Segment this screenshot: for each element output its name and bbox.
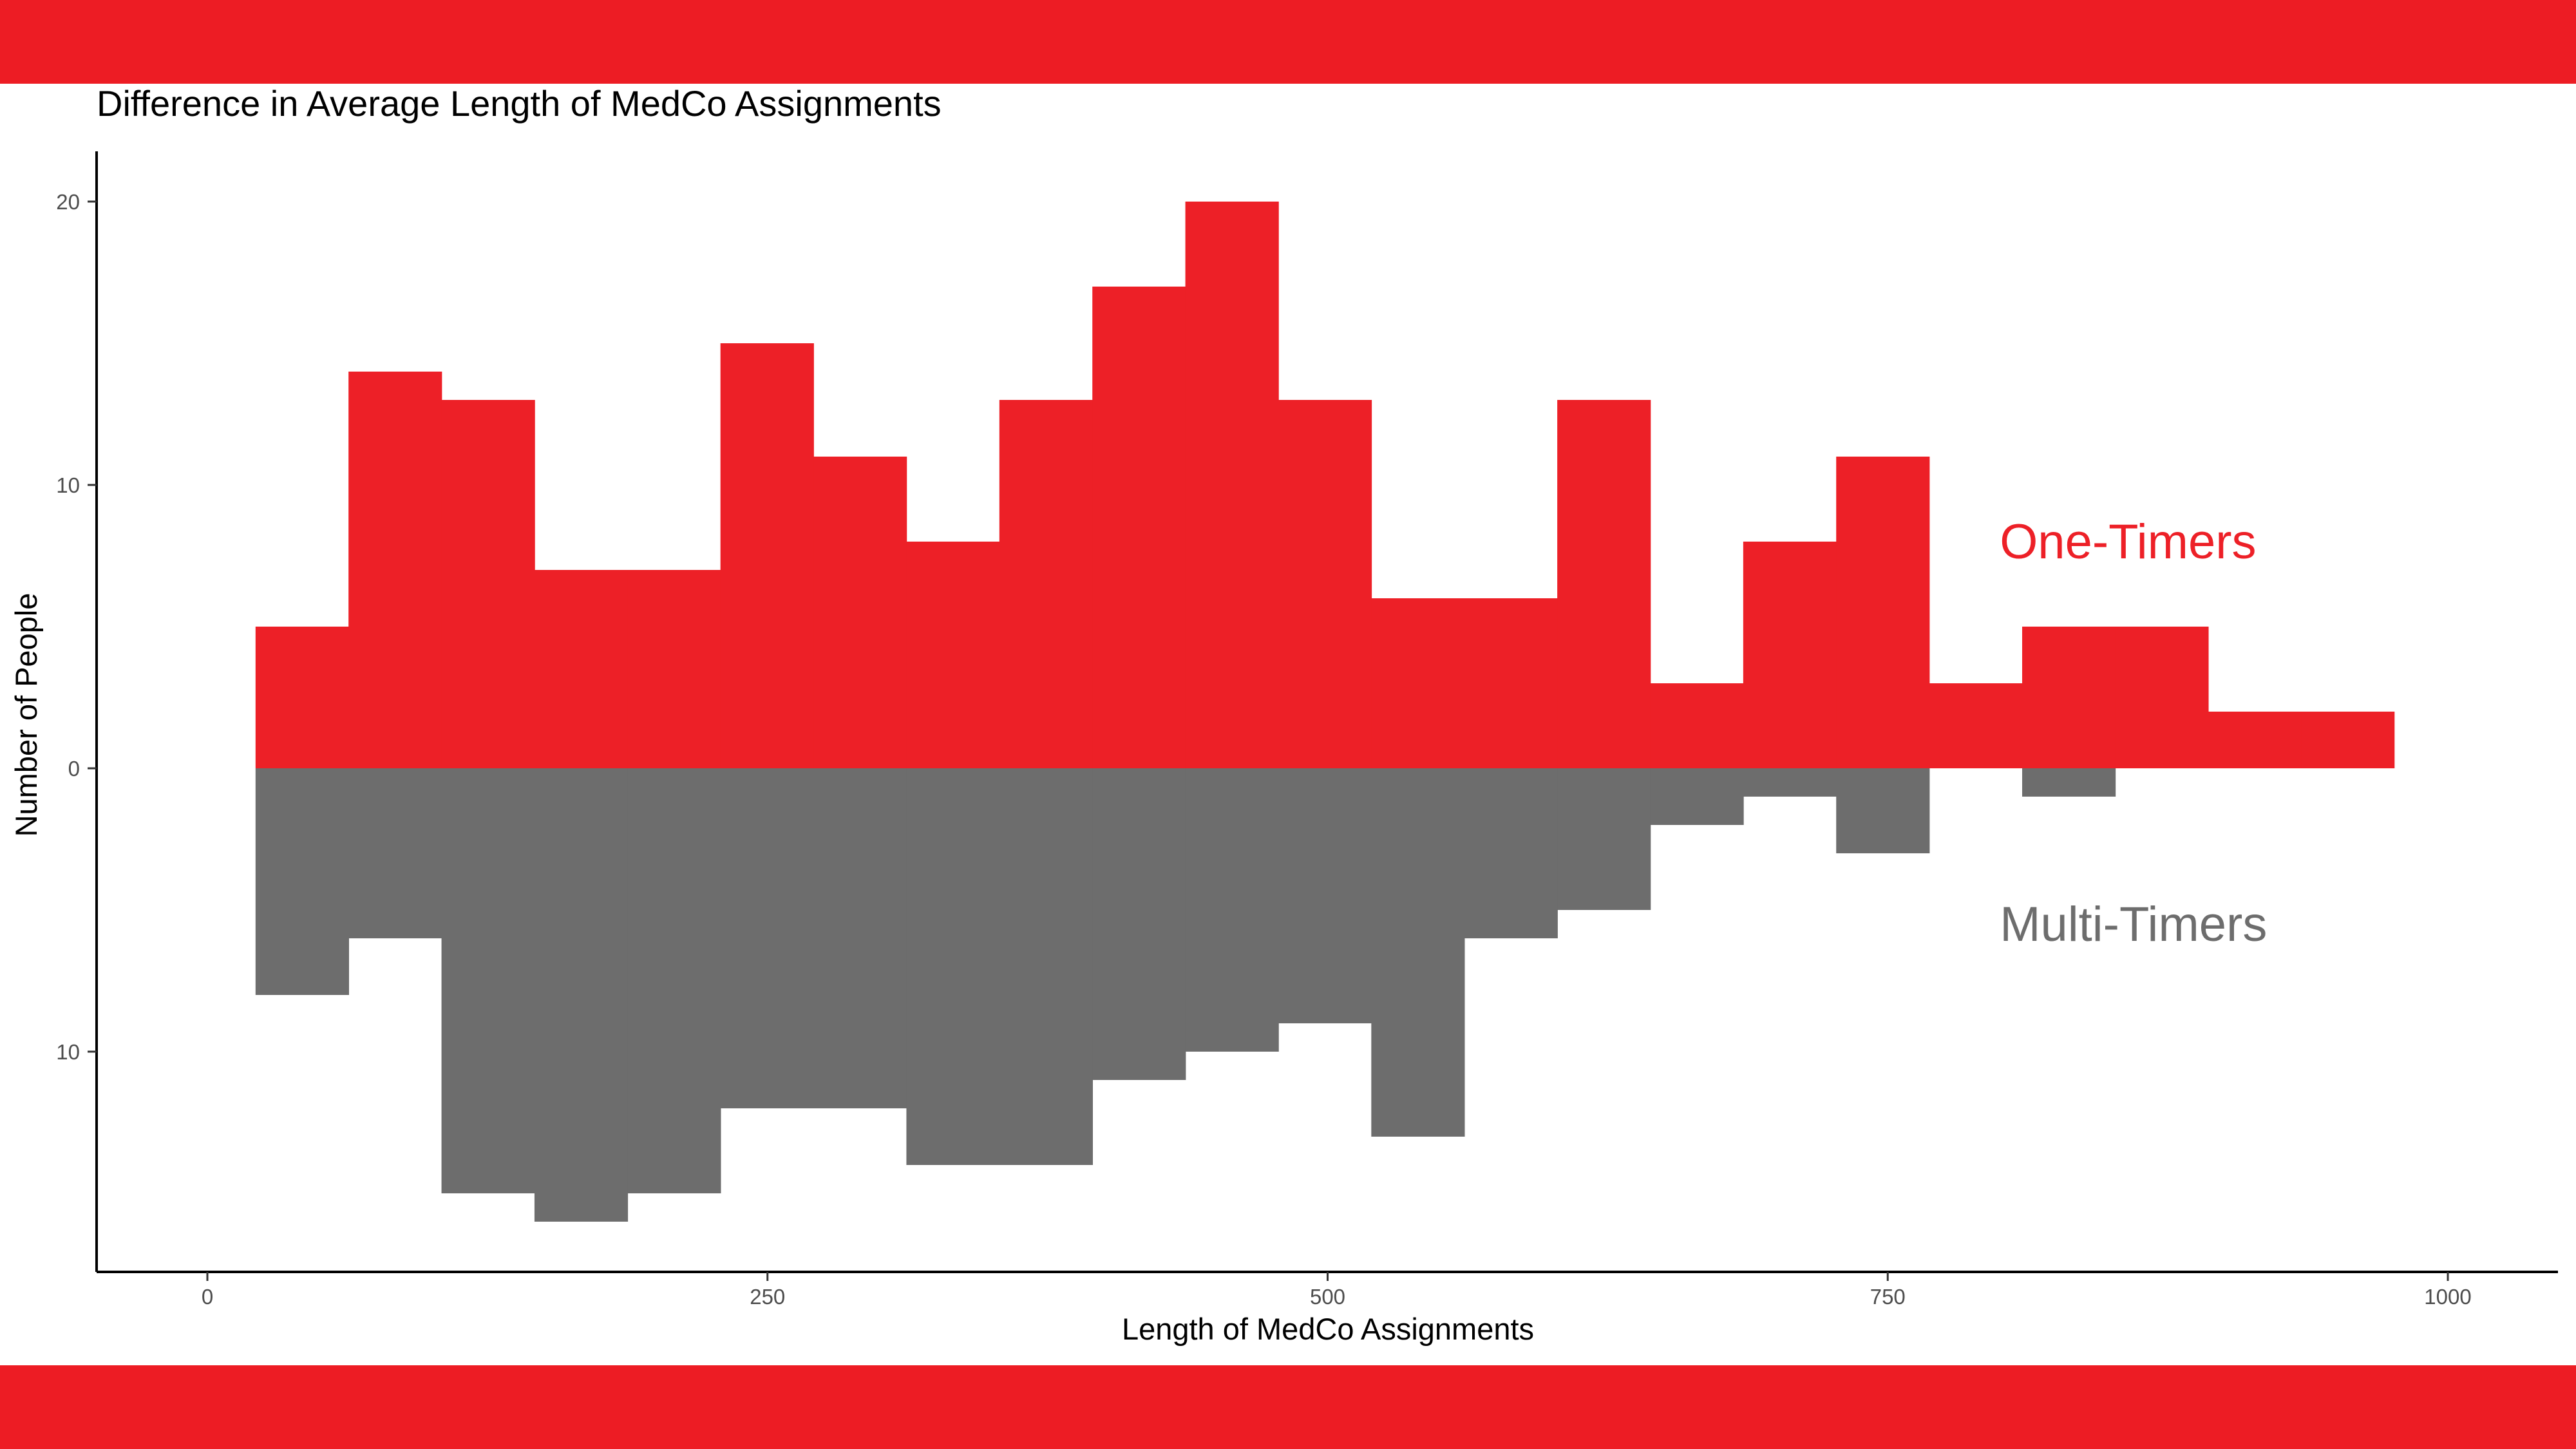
x-axis-label: Length of MedCo Assignments bbox=[1122, 1312, 1534, 1346]
one-timers-bar bbox=[1185, 202, 1279, 768]
multi-timers-bar bbox=[1743, 768, 1837, 797]
one-timers-bar bbox=[441, 400, 535, 768]
one-timers-bar bbox=[813, 457, 907, 768]
one-timers-bar bbox=[1092, 287, 1186, 768]
series-annotations: One-Timers Multi-Timers bbox=[2000, 515, 2267, 952]
one-timers-bar bbox=[2115, 627, 2209, 768]
one-timers-bar bbox=[2301, 712, 2395, 768]
multi-timers-bar bbox=[1092, 768, 1186, 1080]
multi-timers-bar bbox=[2022, 768, 2116, 797]
bottom-banner bbox=[0, 1365, 2576, 1449]
x-tick-label: 500 bbox=[1310, 1285, 1345, 1309]
one-timers-bar bbox=[534, 570, 629, 768]
one-timers-bar bbox=[627, 570, 721, 768]
one-timers-label: One-Timers bbox=[2000, 515, 2256, 569]
one-timers-bar bbox=[255, 627, 349, 768]
multi-timers-bar bbox=[627, 768, 721, 1193]
one-timers-bars bbox=[255, 202, 2395, 768]
multi-timers-bar bbox=[999, 768, 1094, 1165]
multi-timers-label: Multi-Timers bbox=[2000, 897, 2267, 952]
y-axis-label: Number of People bbox=[9, 593, 43, 837]
one-timers-bar bbox=[2022, 627, 2116, 768]
multi-timers-bar bbox=[1557, 768, 1651, 910]
multi-timers-bar bbox=[534, 768, 629, 1222]
multi-timers-bar bbox=[1371, 768, 1465, 1137]
one-timers-bar bbox=[348, 372, 442, 768]
y-tick-label: 20 bbox=[56, 190, 80, 214]
multi-timers-bar bbox=[255, 768, 349, 995]
x-tick-label: 750 bbox=[1870, 1285, 1906, 1309]
multi-timers-bar bbox=[813, 768, 907, 1108]
y-tick-label: 10 bbox=[56, 1040, 80, 1064]
x-axis-ticks: 0 250 500 750 1000 bbox=[202, 1272, 2472, 1309]
x-tick-label: 1000 bbox=[2424, 1285, 2471, 1309]
multi-timers-bar bbox=[1278, 768, 1372, 1023]
multi-timers-bar bbox=[1836, 768, 1930, 853]
one-timers-bar bbox=[1743, 542, 1837, 768]
one-timers-bar bbox=[1278, 400, 1372, 768]
one-timers-bar bbox=[2208, 712, 2302, 768]
one-timers-bar bbox=[720, 343, 814, 768]
multi-timers-bar bbox=[906, 768, 1000, 1165]
multi-timers-bar bbox=[720, 768, 814, 1108]
one-timers-bar bbox=[1464, 598, 1558, 768]
one-timers-bar bbox=[1836, 457, 1930, 768]
multi-timers-bars bbox=[255, 768, 2116, 1222]
y-tick-label: 10 bbox=[56, 473, 80, 497]
one-timers-bar bbox=[1929, 683, 2023, 768]
multi-timers-bar bbox=[441, 768, 535, 1193]
y-tick-label: 0 bbox=[68, 757, 80, 781]
top-banner bbox=[0, 0, 2576, 84]
one-timers-bar bbox=[999, 400, 1094, 768]
multi-timers-bar bbox=[1185, 768, 1279, 1052]
multi-timers-bar bbox=[348, 768, 442, 938]
histogram-chart: Difference in Average Length of MedCo As… bbox=[9, 84, 2558, 1346]
one-timers-bar bbox=[1371, 598, 1465, 768]
x-tick-label: 0 bbox=[202, 1285, 213, 1309]
multi-timers-bar bbox=[1650, 768, 1744, 825]
one-timers-bar bbox=[1650, 683, 1744, 768]
one-timers-bar bbox=[906, 542, 1000, 768]
one-timers-bar bbox=[1557, 400, 1651, 768]
y-axis-ticks: 20 10 0 10 bbox=[56, 190, 97, 1064]
multi-timers-bar bbox=[1464, 768, 1558, 938]
x-tick-label: 250 bbox=[750, 1285, 785, 1309]
chart-title: Difference in Average Length of MedCo As… bbox=[97, 84, 942, 124]
